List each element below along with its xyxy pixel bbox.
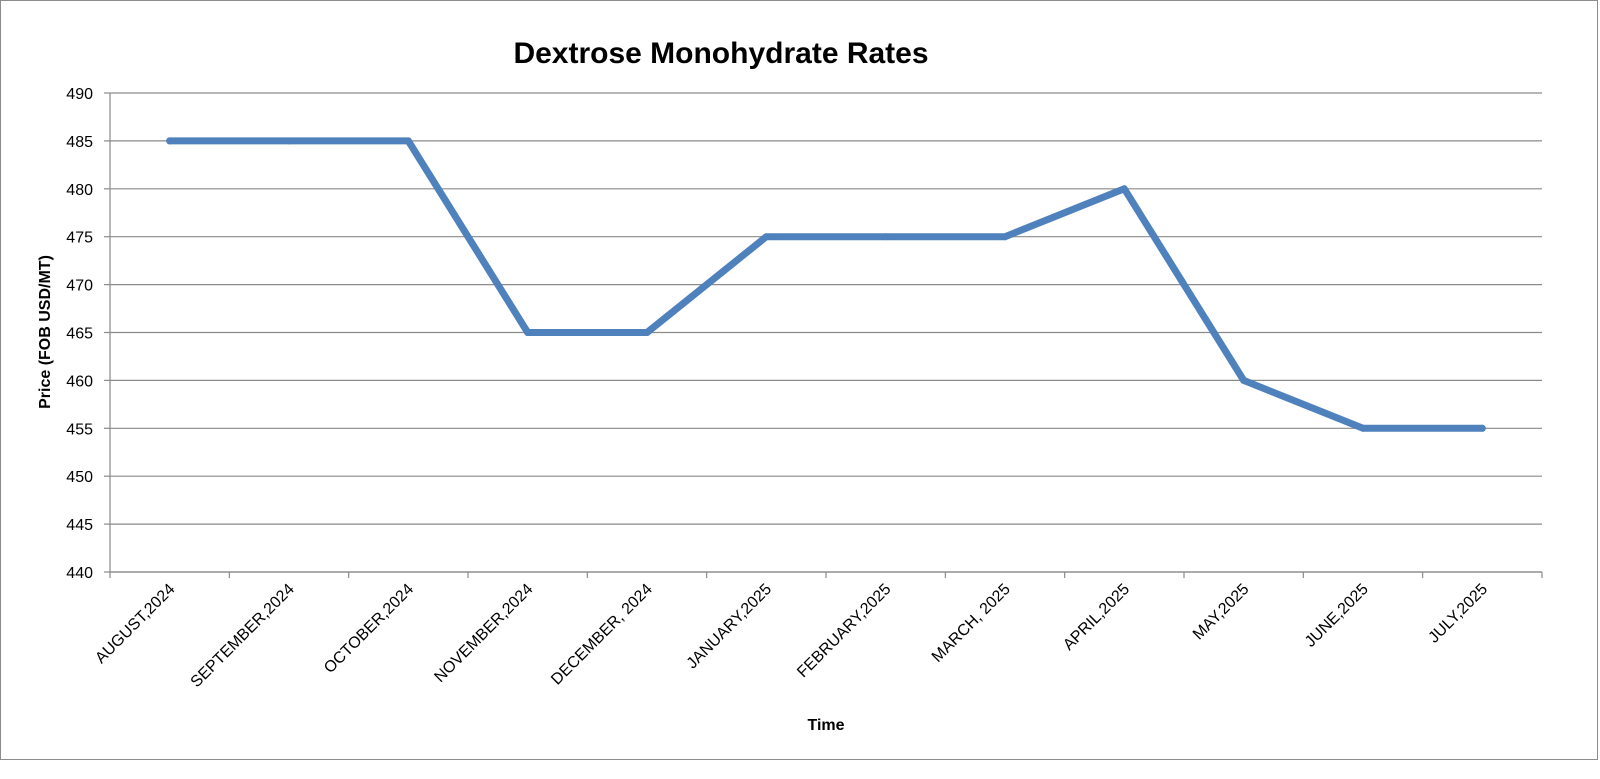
y-tick-label: 475	[66, 230, 93, 247]
y-tick-label: 480	[66, 182, 93, 199]
x-tick-label: JANUARY,2025	[684, 581, 776, 673]
y-tick-label: 455	[66, 421, 93, 438]
x-tick-label: MAY,2025	[1190, 581, 1253, 644]
data-point	[1001, 233, 1009, 241]
x-tick-label: FEBRUARY,2025	[794, 581, 894, 681]
axes	[104, 92, 1543, 578]
series-layer	[166, 137, 1486, 432]
x-tick-label: JUNE,2025	[1302, 581, 1372, 651]
x-tick-label: SEPTEMBER,2024	[188, 581, 298, 691]
data-point	[404, 137, 412, 145]
x-tick-label: AUGUST,2024	[92, 581, 178, 667]
y-tick-label: 450	[66, 469, 93, 486]
y-tick-label: 490	[66, 86, 93, 103]
x-tick-label: MARCH, 2025	[929, 581, 1014, 666]
x-tick-labels: AUGUST,2024 SEPTEMBER,2024 OCTOBER,2024 NOV…	[92, 581, 1491, 691]
data-point	[882, 233, 890, 241]
y-tick-label: 460	[66, 373, 93, 390]
gridlines	[110, 92, 1542, 573]
x-axis-label: Time	[807, 717, 844, 734]
y-tick-labels: 440 445 450 455 460 465 470 475 480 485 490	[66, 86, 93, 582]
data-point	[762, 233, 770, 241]
data-point	[1240, 376, 1248, 384]
data-point	[166, 137, 174, 145]
data-point	[1359, 424, 1367, 432]
x-tick-label: JULY,2025	[1425, 581, 1491, 647]
series-line	[166, 137, 1486, 432]
x-tick-label: APRIL,2025	[1060, 581, 1133, 654]
chart-title: Dextrose Monohydrate Rates	[513, 37, 928, 70]
data-point	[285, 137, 293, 145]
y-tick-label: 445	[66, 517, 93, 534]
data-point	[643, 329, 651, 336]
y-tick-label: 465	[66, 326, 93, 343]
data-point	[1478, 424, 1486, 432]
chart-frame: Dextrose Monohydrate Rates 440 445 450 455 4…	[0, 0, 1598, 760]
x-tick-label: OCTOBER,2024	[321, 581, 417, 677]
data-point	[1120, 185, 1128, 193]
data-point	[524, 329, 532, 336]
line-chart: Dextrose Monohydrate Rates 4404454504554…	[37, 37, 1543, 734]
x-tick-label: DECEMBER, 2024	[548, 581, 656, 689]
x-tick-label: NOVEMBER,2024	[431, 581, 536, 686]
y-axis-label: Price (FOB USD/MT)	[37, 255, 54, 409]
y-tick-label: 440	[66, 565, 93, 582]
y-tick-label: 470	[66, 278, 93, 295]
y-tick-label: 485	[66, 134, 93, 151]
